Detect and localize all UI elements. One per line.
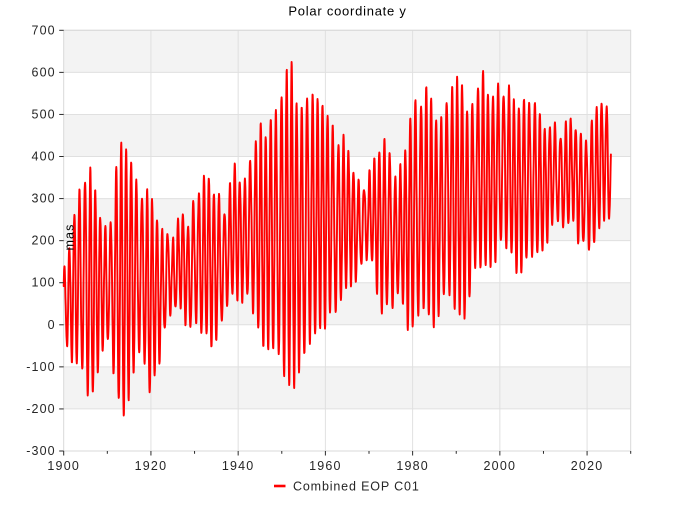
svg-text:600: 600 [32,65,56,79]
svg-text:mas: mas [63,224,77,251]
svg-text:1920: 1920 [135,459,168,473]
svg-text:200: 200 [32,234,56,248]
svg-text:100: 100 [32,276,56,290]
svg-text:700: 700 [32,23,56,37]
svg-text:-300: -300 [26,444,55,458]
svg-text:300: 300 [32,192,56,206]
svg-text:Combined EOP C01: Combined EOP C01 [293,480,420,494]
svg-text:0: 0 [48,318,56,332]
svg-text:-100: -100 [26,360,55,374]
svg-text:500: 500 [32,107,56,121]
svg-text:Polar coordinate y: Polar coordinate y [288,4,406,19]
svg-text:-200: -200 [26,402,55,416]
svg-text:2000: 2000 [484,459,517,473]
svg-text:2020: 2020 [571,459,604,473]
svg-text:1980: 1980 [396,459,429,473]
svg-text:400: 400 [32,150,56,164]
svg-text:1900: 1900 [47,459,80,473]
svg-text:1960: 1960 [309,459,342,473]
svg-text:1940: 1940 [222,459,255,473]
